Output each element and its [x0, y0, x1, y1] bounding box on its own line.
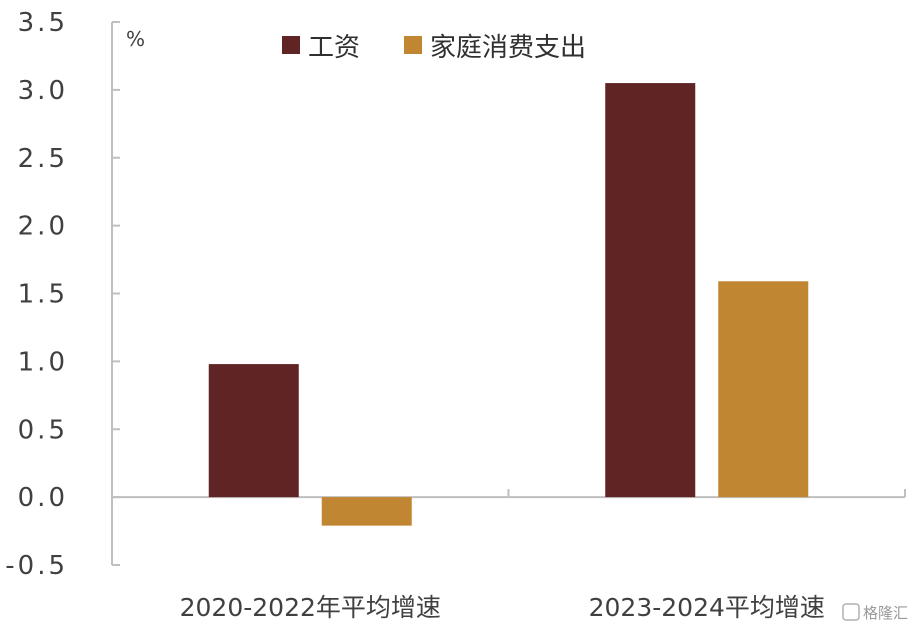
- category-labels: 2020-2022年平均增速 2023-2024平均增速: [180, 593, 825, 622]
- legend-swatch-household-consumption: [404, 36, 422, 54]
- y-tick-label: 1.5: [18, 280, 68, 310]
- legend-label-household-consumption: 家庭消费支出: [430, 33, 586, 63]
- bar-household-consumption-1: [321, 497, 412, 526]
- watermark-text: 格隆汇: [863, 604, 908, 622]
- y-tick-label: -0.5: [5, 551, 68, 581]
- watermark: 格隆汇: [842, 603, 908, 622]
- y-tick-label: 0.5: [18, 415, 68, 445]
- watermark-logo-icon: [842, 603, 860, 621]
- x-category-label: 2020-2022年平均增速: [180, 593, 441, 622]
- y-tick-label: 2.5: [18, 144, 68, 174]
- x-category-label: 2023-2024平均增速: [589, 593, 825, 622]
- bar-wage-1: [208, 364, 299, 498]
- y-tick-label: 1.0: [18, 347, 68, 377]
- legend: 工资 家庭消费支出: [282, 33, 586, 63]
- bar-household-consumption-2: [718, 281, 809, 498]
- bars: [208, 83, 809, 526]
- bar-wage-2: [605, 83, 696, 498]
- y-tick-label: 0.0: [18, 483, 68, 513]
- y-tick-label: 3.5: [18, 8, 68, 38]
- y-tick-label: 2.0: [18, 212, 68, 242]
- legend-label-wage: 工资: [308, 33, 360, 63]
- y-tick-label: 3.0: [18, 76, 68, 106]
- legend-swatch-wage: [282, 36, 300, 54]
- y-unit-label: %: [126, 27, 145, 51]
- y-ticks: 3.5 3.0 2.5 2.0 1.5 1.0 0.5 0.0 -0.5: [5, 8, 120, 581]
